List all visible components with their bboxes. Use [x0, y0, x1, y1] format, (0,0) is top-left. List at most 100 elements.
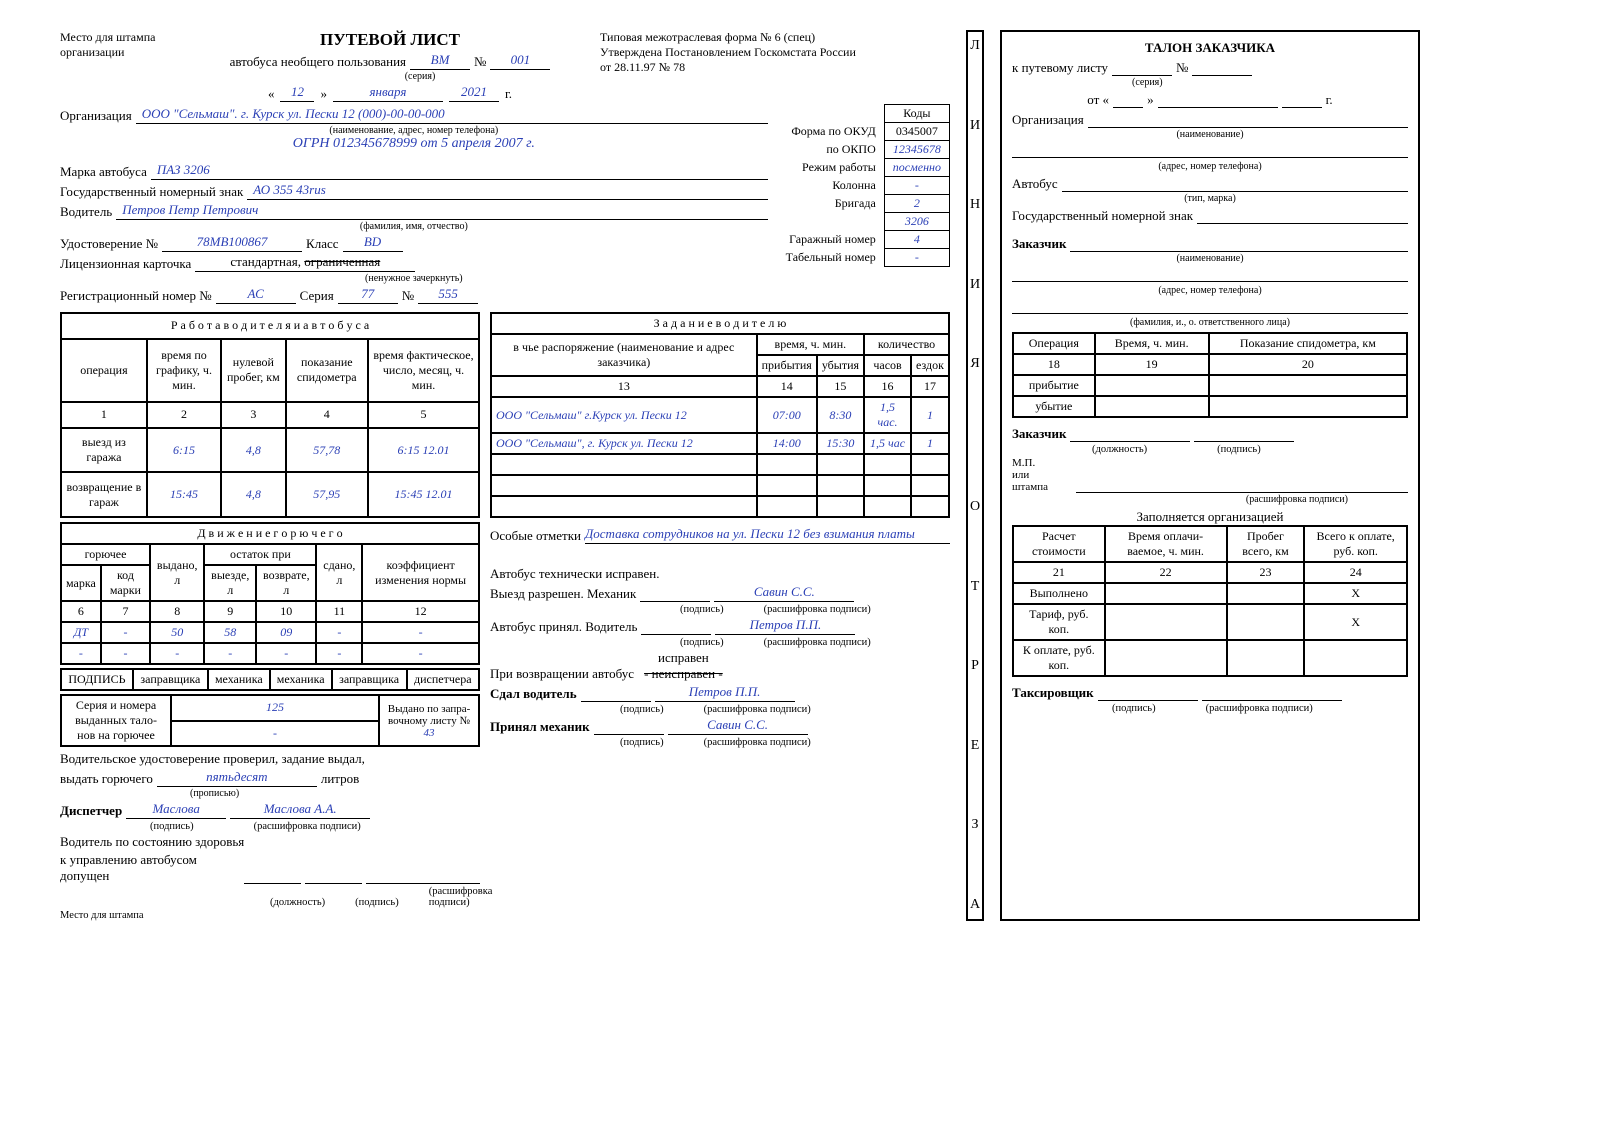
ogrn: ОГРН 012345678999 от 5 апреля 2007 г. [60, 136, 768, 152]
ct2x1: Х [1304, 583, 1407, 604]
ct2h0: Расчет стоимости [1013, 526, 1105, 562]
date-month: января [333, 84, 443, 102]
cert-label: Удостоверение № [60, 236, 158, 252]
driver-value: Петров Петр Петрович [116, 202, 767, 220]
cpts2: (расшифровка подписи) [1206, 703, 1313, 714]
fr1-0: ДТ [61, 622, 101, 643]
tr2-4: 1 [911, 433, 949, 454]
cpd-ot: от « [1087, 92, 1109, 108]
work-h2: нулевой пробег, км [221, 339, 285, 402]
ts1d: (подпись) [620, 737, 664, 748]
tickets-v1: 125 [171, 695, 379, 721]
ct2n0: 21 [1013, 562, 1105, 583]
lic-label: Лицензионная карточка [60, 256, 191, 272]
wr2-3: 57,95 [286, 472, 369, 517]
fr2-6: - [362, 643, 479, 664]
disp-sub1: (подпись) [150, 821, 194, 832]
ct1n1: 19 [1095, 354, 1209, 375]
sg4: диспетчера [407, 669, 479, 690]
fuelout-v: пятьдесят [157, 769, 317, 787]
cp-taxi: Таксировщик [1012, 685, 1094, 701]
cp-addr [1012, 140, 1408, 158]
date-yr: г. [505, 86, 512, 102]
fh6: коэффициент изменения нормы [362, 544, 479, 601]
col-v: - [884, 177, 949, 195]
cp-cust-v [1070, 234, 1408, 252]
stamp-place: Место для штампаорганизации [60, 30, 180, 60]
ct1r1: прибытие [1013, 375, 1095, 396]
fs1: код марки [101, 565, 150, 601]
work-h1: время по графику, ч. мин. [147, 339, 221, 402]
task-h1: в чье распоряжение (наименование и адрес… [491, 334, 757, 376]
tech-gave-v: Петров П.П. [655, 684, 795, 702]
ct2n3: 24 [1304, 562, 1407, 583]
tech-ret-ok: исправен [644, 650, 723, 666]
waybill-form: Место для штампаорганизации ПУТЕВОЙ ЛИСТ… [60, 30, 1540, 921]
ts2d: (расшифровка подписи) [704, 737, 811, 748]
health-sig [305, 866, 362, 884]
work-h4: время фактическое, число, месяц, ч. мин. [368, 339, 479, 402]
okud-v: 0345007 [884, 123, 949, 141]
fr1-2: 50 [150, 622, 204, 643]
org-sub: (наименование, адрес, номер телефона) [60, 125, 768, 136]
cpts1: (подпись) [1112, 703, 1156, 714]
tr2-0: ООО "Сельмаш", г. Курск ул. Пески 12 [491, 433, 757, 454]
reg-value: АС [216, 286, 296, 304]
issue-line: Водительское удостоверение проверил, зад… [60, 751, 480, 767]
work-h0: операция [61, 339, 147, 402]
wr2-2: 4,8 [221, 472, 285, 517]
tr2-3: 1,5 час [864, 433, 911, 454]
fs3: выезде, л [204, 565, 256, 601]
cp-addr-sub: (адрес, номер телефона) [1012, 161, 1408, 172]
codes-table: Коды Форма по ОКУД0345007 по ОКПО1234567… [778, 104, 950, 267]
fs4: возврате, л [256, 565, 316, 601]
task-h3a: часов [864, 355, 911, 376]
cp-c2-sig [1194, 424, 1294, 442]
health-pos [244, 866, 301, 884]
vl6: О [970, 499, 980, 515]
sg1: механика [208, 669, 270, 690]
bus-value: ПАЗ 3206 [151, 162, 768, 180]
ct2h1: Время оплачи- ваемое, ч. мин. [1105, 526, 1227, 562]
ct1h1: Время, ч. мин. [1095, 333, 1209, 354]
tech-got-l: Принял механик [490, 719, 590, 735]
brig-v: 2 [884, 195, 949, 213]
form-note: Типовая межотраслевая форма № 6 (спец)Ут… [600, 30, 950, 75]
cp-taxi-name [1202, 683, 1342, 701]
vl11: А [970, 897, 980, 913]
wr1-0: выезд из гаража [61, 428, 147, 473]
vl4: Я [970, 356, 979, 372]
disp-sig: Маслова [126, 801, 226, 819]
ts2: (расшифровка подписи) [764, 604, 871, 615]
wr1-3: 57,78 [286, 428, 369, 473]
ct2n2: 23 [1227, 562, 1305, 583]
task-h3b: ездок [911, 355, 949, 376]
disp-l: Диспетчер [60, 803, 122, 819]
cp-taxi-sig [1098, 683, 1198, 701]
wr1-4: 6:15 12.01 [368, 428, 479, 473]
fuelout-sub: (прописью) [190, 788, 480, 799]
wr2-4: 15:45 12.01 [368, 472, 479, 517]
ct2n1: 22 [1105, 562, 1227, 583]
cp-series-sub: (серия) [1012, 77, 1408, 88]
reg-num-label: № [402, 288, 414, 304]
cp-plate-v [1197, 206, 1408, 224]
tech-gave-l: Сдал водитель [490, 686, 577, 702]
cpd-close: » [1147, 92, 1154, 108]
driver-label: Водитель [60, 204, 112, 220]
notes-v: Доставка сотрудников на ул. Пески 12 без… [585, 526, 950, 544]
series-field: ВМ [410, 52, 470, 70]
tech-take-l: Автобус принял. Водитель [490, 619, 637, 635]
tn1: 14 [757, 376, 817, 397]
cp-cust-addr-sub: (адрес, номер телефона) [1012, 285, 1408, 296]
wr1-1: 6:15 [147, 428, 221, 473]
vl1: И [970, 118, 980, 134]
ts1: (подпись) [680, 604, 724, 615]
cp-num: № [1176, 60, 1188, 76]
fuel-table: Д в и ж е н и е г о р ю ч е г о горючее … [60, 522, 480, 665]
health-s0: (должность) [270, 897, 325, 908]
tr1-3: 1,5 час. [864, 397, 911, 433]
fr2-4: - [256, 643, 316, 664]
tn3: 16 [864, 376, 911, 397]
fh0: горючее [61, 544, 150, 565]
